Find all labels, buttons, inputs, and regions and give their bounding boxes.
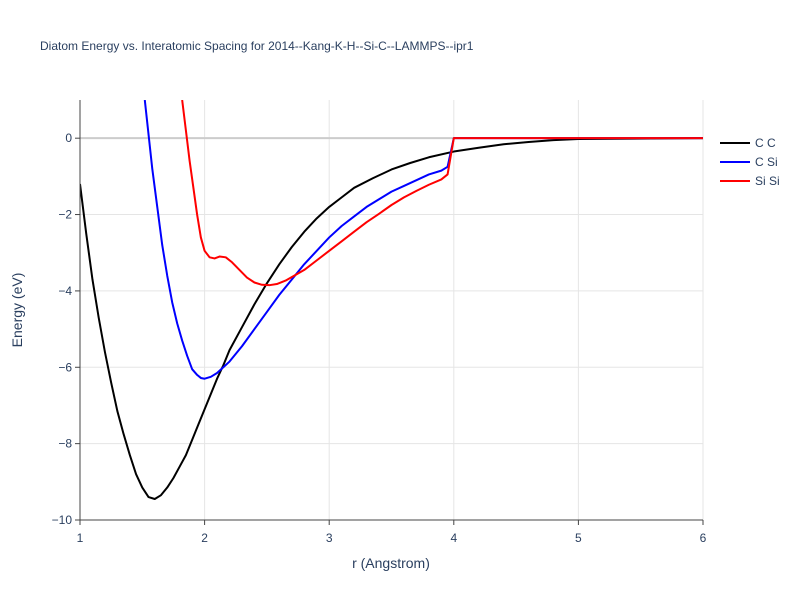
legend: C C C Si Si Si xyxy=(720,136,780,188)
series-group xyxy=(80,100,703,500)
y-tick-label: 0 xyxy=(65,131,72,145)
x-tick-label: 6 xyxy=(700,531,707,545)
legend-label: C C xyxy=(755,136,776,150)
y-axis-title: Energy (eV) xyxy=(9,273,25,348)
x-axis-title: r (Angstrom) xyxy=(352,555,430,571)
chart-title: Diatom Energy vs. Interatomic Spacing fo… xyxy=(40,39,474,53)
ticks: 1 2 3 4 5 6 −10 −8 −6 −4 −2 0 xyxy=(52,100,707,545)
y-tick-label: −10 xyxy=(52,513,73,527)
legend-label: Si Si xyxy=(755,174,780,188)
legend-label: C Si xyxy=(755,155,778,169)
x-tick-label: 4 xyxy=(450,531,457,545)
series-line-c-c xyxy=(80,137,703,500)
y-tick-label: −6 xyxy=(58,360,72,374)
x-tick-label: 1 xyxy=(77,531,84,545)
x-tick-label: 2 xyxy=(201,531,208,545)
y-tick-label: −4 xyxy=(58,284,72,298)
series-line-si-si xyxy=(181,100,703,287)
x-tick-label: 5 xyxy=(575,531,582,545)
x-tick-label: 3 xyxy=(326,531,333,545)
y-tick-label: −2 xyxy=(58,208,72,222)
y-tick-label: −8 xyxy=(58,437,72,451)
series-line-c-si xyxy=(143,100,703,380)
